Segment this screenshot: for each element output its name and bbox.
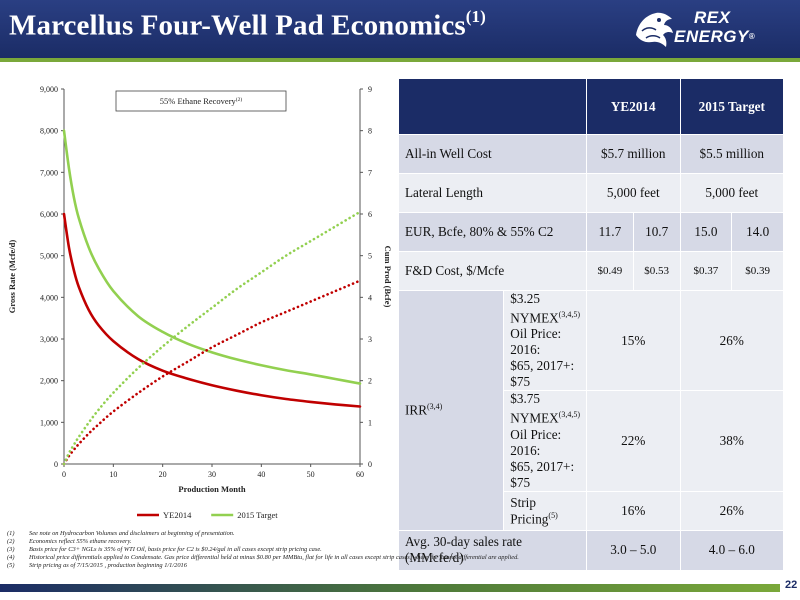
cell-value: $0.49 bbox=[585, 251, 634, 291]
cell-value: 5,000 feet bbox=[585, 173, 681, 213]
cell-value: $5.7 million bbox=[585, 134, 681, 174]
cell-value: $5.5 million bbox=[679, 134, 785, 174]
logo-wordmark: REX ENERGY® bbox=[674, 8, 755, 46]
legend-label: 2015 Target bbox=[237, 510, 278, 520]
cell-value: 38% bbox=[679, 390, 785, 492]
cell-value: 15.0 bbox=[679, 212, 733, 252]
cell-value: $0.37 bbox=[679, 251, 733, 291]
logo-emblem-icon bbox=[636, 12, 673, 48]
header-accent-rule bbox=[0, 58, 800, 62]
annotation-text: 55% Ethane Recovery(2) bbox=[160, 96, 243, 106]
table-row-fd-cost: F&D Cost, $/Mcfe $0.49 $0.53 $0.37 $0.39 bbox=[398, 251, 784, 291]
legend-label: YE2014 bbox=[163, 510, 192, 520]
y2-tick-label: 2 bbox=[368, 377, 372, 386]
economics-table: YE2014 2015 Target All-in Well Cost $5.7… bbox=[397, 78, 785, 571]
table-row-sales-rate: Avg. 30-day sales rate (MMcfe/d) 3.0 – 5… bbox=[398, 529, 785, 571]
y-tick-label: 4,000 bbox=[40, 293, 58, 302]
row-label: EUR, Bcfe, 80% & 55% C2 bbox=[398, 212, 587, 252]
table-row-eur: EUR, Bcfe, 80% & 55% C2 11.7 10.7 15.0 1… bbox=[398, 212, 784, 252]
table-row-well-cost: All-in Well Cost $5.7 million $5.5 milli… bbox=[398, 134, 785, 174]
series-line-ye2014-rate bbox=[62, 212, 362, 408]
cell-value: 10.7 bbox=[632, 212, 681, 252]
series-line-ye2014-cumulative bbox=[62, 279, 362, 466]
cell-value: 11.7 bbox=[585, 212, 634, 252]
table-row-irr-case-2: $3.75 NYMEX(3,4,5) Oil Price: 2016: $65,… bbox=[399, 390, 785, 492]
irr-case-1-label: $3.25 NYMEX(3,4,5) Oil Price: 2016: $65,… bbox=[503, 289, 587, 392]
col-header-2015-target: 2015 Target bbox=[679, 78, 785, 135]
y2-tick-label: 0 bbox=[368, 460, 372, 469]
cell-value: 4.0 – 6.0 bbox=[679, 529, 785, 571]
irr-strip-label: Strip Pricing(5) bbox=[503, 490, 587, 531]
cell-value: 26% bbox=[679, 289, 785, 392]
y2-tick-label: 3 bbox=[368, 335, 372, 344]
table-header-row: YE2014 2015 Target bbox=[398, 78, 785, 135]
y-tick-label: 9,000 bbox=[40, 85, 58, 94]
header-blank-cell bbox=[398, 78, 587, 135]
y2-tick-label: 7 bbox=[368, 168, 372, 177]
col-header-ye2014: YE2014 bbox=[585, 78, 681, 135]
production-chart-svg: 0 1,000 2,000 3,000 4,000 5,000 6,000 7,000 8,00… bbox=[7, 85, 393, 520]
x-tick-label: 30 bbox=[208, 470, 216, 479]
x-tick-label: 0 bbox=[62, 470, 66, 479]
cell-value: 3.0 – 5.0 bbox=[585, 529, 681, 571]
footer-gradient-bar bbox=[0, 584, 780, 592]
irr-label: IRR(3,4) bbox=[397, 290, 505, 531]
cell-value: 15% bbox=[585, 289, 681, 392]
series-line-2015-target-rate bbox=[62, 129, 362, 385]
logo-word-energy: ENERGY® bbox=[674, 27, 756, 46]
slide-header: Marcellus Four-Well Pad Economics(1) REX… bbox=[0, 0, 800, 58]
y2-tick-label: 4 bbox=[368, 293, 372, 302]
row-label: Avg. 30-day sales rate (MMcfe/d) bbox=[398, 529, 587, 571]
footnote: (2) Economics reflect 55% ethane recovery… bbox=[7, 538, 132, 545]
y-tick-label: 0 bbox=[54, 460, 58, 469]
footnotes: (1) See note on Hydrocarbon Volumes and d… bbox=[7, 530, 787, 570]
table-row-irr-strip: Strip Pricing(5) 16% 26% bbox=[399, 490, 785, 531]
y2-tick-label: 1 bbox=[368, 418, 372, 427]
y-tick-label: 3,000 bbox=[40, 335, 58, 344]
y2-tick-label: 8 bbox=[368, 127, 372, 136]
row-label: All-in Well Cost bbox=[398, 134, 587, 174]
series-line-2015-target-cumulative bbox=[62, 210, 362, 466]
y2-tick-label: 5 bbox=[368, 252, 372, 261]
rex-energy-logo: REX ENERGY® bbox=[632, 4, 798, 52]
cell-value: 14.0 bbox=[731, 212, 784, 252]
x-tick-label: 50 bbox=[307, 470, 315, 479]
cell-value: 16% bbox=[585, 490, 681, 531]
cell-value: $0.39 bbox=[731, 251, 784, 291]
row-label: F&D Cost, $/Mcfe bbox=[398, 251, 587, 291]
footnote: (3) Basis price for C3+ NGLs is 35% of WT… bbox=[7, 546, 322, 553]
footnote: (4) Historical price differentials applie… bbox=[7, 554, 519, 561]
cell-value: $0.53 bbox=[632, 251, 681, 291]
x-tick-label: 40 bbox=[257, 470, 265, 479]
y-tick-label: 1,000 bbox=[40, 418, 58, 427]
x-tick-label: 10 bbox=[109, 470, 117, 479]
annotation-box bbox=[115, 90, 287, 112]
x-tick-label: 20 bbox=[159, 470, 167, 479]
y-tick-label: 6,000 bbox=[40, 210, 58, 219]
irr-case-2-label: $3.75 NYMEX(3,4,5) Oil Price: 2016: $65,… bbox=[503, 390, 587, 492]
production-chart: 0 1,000 2,000 3,000 4,000 5,000 6,000 7,000 8,00… bbox=[0, 72, 395, 532]
y2-tick-label: 9 bbox=[368, 85, 372, 94]
y2-tick-label: 6 bbox=[368, 210, 372, 219]
logo-word-rex: REX bbox=[694, 8, 731, 27]
y-axis-label: Gross Rate (Mcfe/d) bbox=[7, 240, 17, 314]
cell-value: 26% bbox=[679, 490, 785, 531]
page-number: 22 bbox=[785, 579, 798, 591]
cell-value: 5,000 feet bbox=[679, 173, 785, 213]
cell-value: 22% bbox=[585, 390, 681, 492]
y2-axis-label: Cum Prod (Bcfe) bbox=[383, 246, 393, 308]
page-title: Marcellus Four-Well Pad Economics(1) bbox=[9, 7, 486, 42]
table-row-irr-case-1: IRR(3,4) $3.25 NYMEX(3,4,5) Oil Price: 2… bbox=[397, 289, 785, 531]
x-tick-label: 60 bbox=[356, 470, 364, 479]
y-tick-label: 2,000 bbox=[40, 377, 58, 386]
y-tick-label: 7,000 bbox=[40, 168, 58, 177]
footnote: (5) Strip pricing as of 7/15/2015 , produ… bbox=[7, 562, 187, 569]
footnote: (1) See note on Hydrocarbon Volumes and d… bbox=[7, 530, 235, 537]
row-label: Lateral Length bbox=[398, 173, 587, 213]
table-row-lateral: Lateral Length 5,000 feet 5,000 feet bbox=[398, 173, 785, 213]
y-tick-label: 8,000 bbox=[40, 127, 58, 136]
x-axis-label: Production Month bbox=[178, 484, 245, 494]
y-tick-label: 5,000 bbox=[40, 252, 58, 261]
